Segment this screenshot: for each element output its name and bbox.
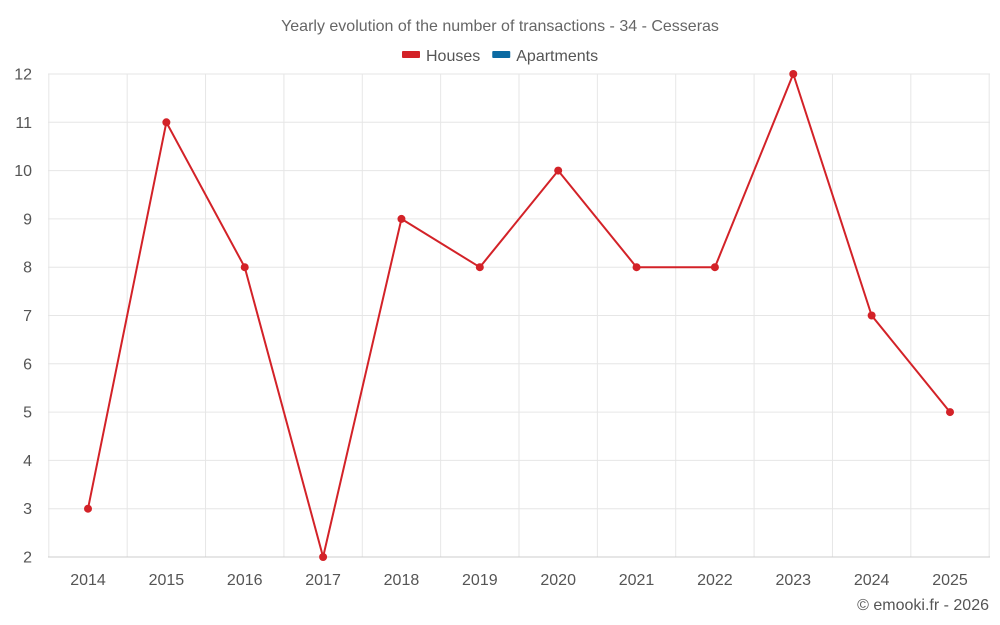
- y-tick-label: 3: [23, 501, 32, 518]
- y-tick-label: 6: [23, 356, 32, 373]
- credit-text: © emooki.fr - 2026: [857, 597, 989, 614]
- legend: Houses Apartments: [402, 48, 598, 65]
- x-tick-label: 2018: [384, 572, 420, 589]
- legend-label-houses: Houses: [426, 48, 480, 65]
- houses-data-point: [84, 504, 92, 513]
- y-tick-label: 5: [23, 405, 32, 422]
- houses-data-point: [710, 263, 719, 272]
- houses-data-point: [319, 553, 328, 561]
- y-tick-label: 2: [23, 550, 32, 567]
- houses-data-point: [632, 263, 641, 272]
- x-tick-label: 2019: [462, 572, 498, 589]
- houses-data-point: [789, 70, 798, 78]
- legend-swatch-apartments: [492, 51, 511, 58]
- legend-swatch-houses: [402, 51, 420, 58]
- houses-data-point: [240, 263, 249, 272]
- legend-label-apartments: Apartments: [516, 48, 598, 65]
- axes: 2 3 4 5 6 7 8 9 10 11 12 2014 2015 2016 2017 2018 2019 20…: [14, 67, 990, 589]
- houses-data-point: [397, 214, 406, 223]
- x-tick-label: 2022: [697, 572, 733, 589]
- y-tick-label: 9: [23, 211, 32, 228]
- chart-title: Yearly evolution of the number of transa…: [281, 18, 719, 35]
- x-tick-label: 2017: [305, 572, 341, 589]
- x-tick-label: 2015: [149, 572, 185, 589]
- y-tick-label: 4: [23, 453, 32, 470]
- houses-data-point: [475, 263, 484, 272]
- x-tick-label: 2025: [932, 572, 968, 589]
- x-tick-label: 2016: [227, 572, 263, 589]
- legend-item-houses: Houses: [402, 48, 480, 65]
- y-tick-label: 10: [14, 163, 32, 180]
- x-tick-label: 2014: [70, 572, 106, 589]
- y-tick-label: 11: [15, 115, 32, 132]
- houses-data-point: [554, 166, 563, 175]
- series-layer: [84, 70, 954, 561]
- houses-data-point: [162, 118, 171, 127]
- y-tick-label: 12: [14, 67, 32, 84]
- legend-item-apartments: Apartments: [492, 48, 598, 65]
- y-tick-label: 8: [23, 260, 32, 277]
- x-tick-label: 2024: [854, 572, 890, 589]
- x-tick-label: 2021: [619, 572, 655, 589]
- houses-data-point: [867, 311, 876, 320]
- houses-series-line: [87, 73, 951, 558]
- x-tick-label: 2020: [540, 572, 576, 589]
- y-tick-label: 7: [23, 308, 32, 325]
- houses-data-point: [946, 408, 954, 417]
- x-tick-label: 2023: [775, 572, 811, 589]
- grid: [48, 73, 990, 558]
